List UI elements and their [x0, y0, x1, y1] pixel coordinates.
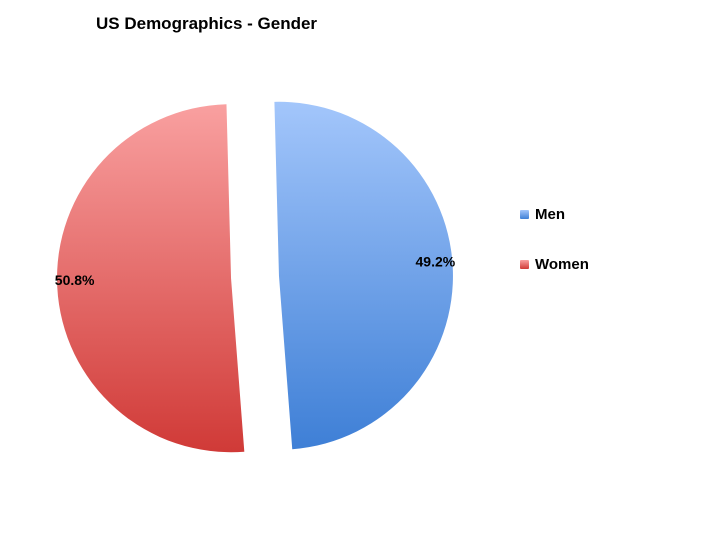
legend-item-men: Men [520, 204, 589, 224]
pie-label-men: 49.2% [416, 253, 456, 269]
legend-swatch-men [520, 209, 529, 219]
pie-slices [57, 101, 453, 453]
pie-slice-women [57, 104, 245, 453]
pie-labels: 49.2% 50.8% [55, 253, 456, 288]
pie-label-women: 50.8% [55, 272, 95, 288]
chart-title: US Demographics - Gender [96, 14, 318, 33]
legend-item-women: Women [520, 254, 589, 274]
legend-label-men: Men [535, 205, 565, 223]
legend-swatch-women [520, 259, 529, 269]
pie-slice-men [274, 101, 453, 450]
chart-legend: Men Women [520, 204, 589, 304]
legend-label-women: Women [535, 255, 589, 273]
